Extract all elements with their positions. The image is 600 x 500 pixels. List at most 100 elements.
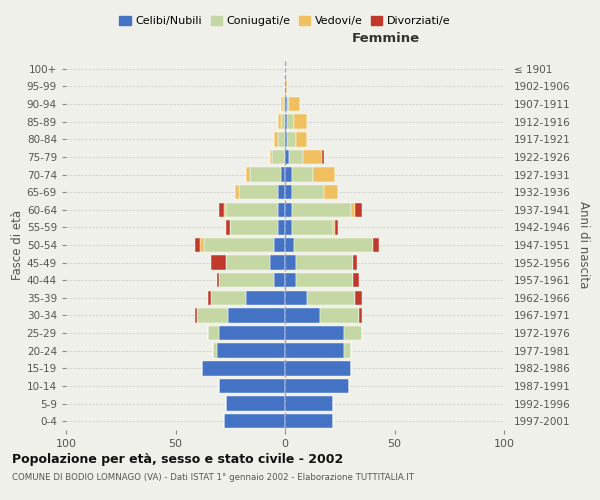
Bar bbox=[285, 220, 292, 234]
Bar bbox=[230, 220, 278, 234]
Bar bbox=[285, 308, 320, 322]
Bar bbox=[283, 97, 285, 112]
Bar bbox=[289, 97, 301, 112]
Bar bbox=[296, 256, 353, 270]
Bar bbox=[285, 290, 307, 305]
Bar bbox=[296, 132, 307, 146]
Bar bbox=[294, 114, 307, 129]
Bar bbox=[208, 326, 220, 340]
Bar bbox=[285, 185, 292, 200]
Bar bbox=[224, 202, 226, 217]
Y-axis label: Anni di nascita: Anni di nascita bbox=[577, 202, 590, 288]
Bar bbox=[220, 378, 285, 393]
Bar bbox=[197, 308, 228, 322]
Bar bbox=[320, 308, 359, 322]
Bar bbox=[281, 97, 283, 112]
Bar bbox=[285, 414, 333, 428]
Bar bbox=[250, 168, 281, 181]
Bar bbox=[292, 185, 325, 200]
Bar bbox=[373, 238, 379, 252]
Bar bbox=[278, 132, 285, 146]
Bar bbox=[281, 114, 285, 129]
Bar bbox=[200, 238, 204, 252]
Bar bbox=[274, 273, 285, 287]
Bar bbox=[226, 256, 269, 270]
Bar bbox=[245, 290, 285, 305]
Bar bbox=[294, 238, 373, 252]
Bar bbox=[292, 220, 333, 234]
Bar bbox=[285, 132, 287, 146]
Bar bbox=[278, 220, 285, 234]
Bar bbox=[285, 273, 296, 287]
Bar bbox=[285, 378, 349, 393]
Bar bbox=[274, 238, 285, 252]
Bar bbox=[269, 256, 285, 270]
Bar bbox=[211, 290, 245, 305]
Bar bbox=[204, 238, 274, 252]
Bar bbox=[220, 202, 224, 217]
Bar bbox=[344, 344, 350, 358]
Bar bbox=[287, 97, 289, 112]
Text: Femmine: Femmine bbox=[352, 32, 420, 45]
Bar bbox=[287, 132, 296, 146]
Bar bbox=[285, 79, 287, 94]
Bar bbox=[287, 114, 294, 129]
Bar bbox=[220, 273, 274, 287]
Bar bbox=[228, 308, 285, 322]
Bar bbox=[355, 290, 362, 305]
Bar bbox=[285, 361, 350, 376]
Bar bbox=[213, 344, 217, 358]
Bar bbox=[355, 202, 362, 217]
Bar bbox=[281, 168, 285, 181]
Bar bbox=[302, 150, 322, 164]
Bar bbox=[285, 202, 292, 217]
Bar bbox=[285, 97, 287, 112]
Bar bbox=[239, 185, 278, 200]
Bar bbox=[220, 326, 285, 340]
Bar bbox=[195, 238, 200, 252]
Text: COMUNE DI BODIO LOMNAGO (VA) - Dati ISTAT 1° gennaio 2002 - Elaborazione TUTTITA: COMUNE DI BODIO LOMNAGO (VA) - Dati ISTA… bbox=[12, 472, 414, 482]
Legend: Celibi/Nubili, Coniugati/e, Vedovi/e, Divorziati/e: Celibi/Nubili, Coniugati/e, Vedovi/e, Di… bbox=[117, 14, 453, 28]
Bar bbox=[285, 168, 292, 181]
Bar bbox=[322, 150, 325, 164]
Bar bbox=[235, 185, 239, 200]
Bar bbox=[307, 290, 355, 305]
Bar bbox=[353, 256, 357, 270]
Bar bbox=[335, 220, 338, 234]
Bar bbox=[344, 326, 362, 340]
Bar bbox=[208, 290, 211, 305]
Bar bbox=[292, 202, 350, 217]
Bar bbox=[202, 361, 285, 376]
Bar bbox=[272, 150, 285, 164]
Text: Popolazione per età, sesso e stato civile - 2002: Popolazione per età, sesso e stato civil… bbox=[12, 452, 343, 466]
Bar bbox=[296, 273, 353, 287]
Bar bbox=[217, 344, 285, 358]
Bar bbox=[285, 150, 289, 164]
Bar bbox=[285, 256, 296, 270]
Bar bbox=[289, 150, 302, 164]
Bar bbox=[226, 202, 278, 217]
Bar bbox=[224, 414, 285, 428]
Bar bbox=[269, 150, 272, 164]
Bar bbox=[278, 185, 285, 200]
Bar bbox=[226, 220, 230, 234]
Bar bbox=[211, 256, 226, 270]
Bar bbox=[353, 273, 359, 287]
Bar bbox=[278, 202, 285, 217]
Bar bbox=[226, 396, 285, 411]
Bar bbox=[350, 202, 355, 217]
Bar bbox=[285, 326, 344, 340]
Bar bbox=[359, 308, 362, 322]
Bar bbox=[274, 132, 278, 146]
Bar bbox=[278, 114, 281, 129]
Bar bbox=[195, 308, 197, 322]
Bar bbox=[285, 344, 344, 358]
Bar bbox=[285, 114, 287, 129]
Bar bbox=[313, 168, 335, 181]
Y-axis label: Fasce di età: Fasce di età bbox=[11, 210, 24, 280]
Bar bbox=[217, 273, 220, 287]
Bar bbox=[285, 238, 294, 252]
Bar bbox=[333, 220, 335, 234]
Bar bbox=[325, 185, 338, 200]
Bar bbox=[245, 168, 250, 181]
